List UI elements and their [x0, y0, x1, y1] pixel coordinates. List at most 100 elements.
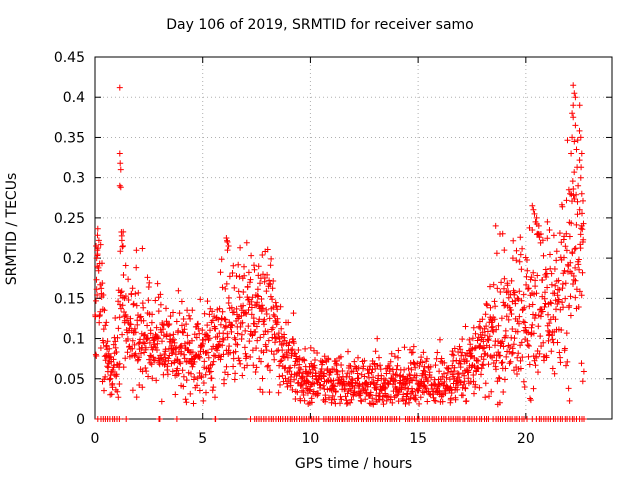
data-point: [274, 319, 281, 326]
data-point: [233, 273, 240, 279]
data-point: [228, 304, 235, 311]
data-point: [290, 310, 297, 317]
data-point: [567, 312, 574, 319]
data-point: [171, 336, 177, 343]
data-point: [424, 398, 431, 405]
data-point: [386, 365, 393, 372]
data-point: [266, 280, 273, 287]
data-point: [578, 164, 585, 171]
data-point: [401, 344, 408, 351]
data-point: [115, 394, 122, 401]
data-point: [277, 381, 283, 388]
data-point: [509, 350, 515, 357]
data-point: [267, 281, 274, 288]
data-point: [367, 363, 374, 370]
y-tick-label: 0: [76, 412, 85, 428]
data-point: [154, 347, 160, 353]
data-point: [544, 235, 551, 242]
data-point: [544, 218, 551, 225]
data-point: [286, 339, 293, 346]
data-point: [567, 293, 574, 300]
data-point: [505, 316, 512, 323]
data-point: [485, 337, 492, 344]
data-point: [179, 367, 186, 374]
data-point: [551, 266, 558, 272]
data-point: [533, 290, 540, 297]
data-point: [532, 277, 539, 284]
data-point: [122, 355, 129, 362]
data-point: [501, 376, 508, 383]
data-point: [470, 324, 477, 331]
data-point: [145, 297, 152, 304]
data-point: [544, 284, 551, 291]
data-point: [231, 284, 238, 291]
data-point: [155, 308, 162, 315]
data-point: [498, 315, 505, 322]
data-point: [224, 247, 231, 254]
data-point: [527, 397, 534, 404]
data-point: [236, 294, 243, 301]
data-point: [476, 344, 483, 350]
data-point: [497, 231, 503, 237]
data-point: [575, 261, 582, 268]
data-point: [556, 349, 563, 356]
data-points: [92, 82, 587, 422]
data-point: [193, 334, 200, 341]
data-point: [529, 202, 536, 209]
data-point: [511, 335, 518, 342]
data-point: [93, 297, 99, 304]
data-point: [355, 364, 362, 371]
data-point: [257, 334, 264, 341]
data-point: [290, 340, 297, 347]
data-point: [245, 323, 252, 330]
data-point: [580, 197, 586, 204]
data-point: [540, 252, 547, 259]
data-point: [503, 353, 510, 360]
data-point: [135, 340, 142, 347]
data-point: [440, 382, 447, 389]
data-point: [171, 339, 178, 346]
data-point: [262, 343, 269, 350]
data-point: [93, 243, 100, 249]
data-point: [125, 276, 132, 283]
data-point: [212, 394, 218, 401]
data-point: [578, 190, 585, 197]
data-point: [259, 305, 266, 312]
data-point: [187, 390, 194, 397]
data-point: [200, 397, 207, 404]
data-point: [493, 326, 500, 333]
data-point: [277, 303, 284, 310]
data-point: [255, 293, 262, 300]
data-point: [169, 342, 175, 349]
data-point: [299, 381, 306, 388]
data-point: [259, 252, 266, 258]
data-point: [116, 84, 123, 91]
data-point: [562, 243, 569, 250]
plot-border: [94, 56, 613, 420]
data-point: [268, 255, 275, 262]
data-point: [246, 338, 253, 345]
data-point: [441, 359, 448, 366]
data-point: [456, 343, 463, 350]
data-point: [120, 243, 126, 249]
data-point: [189, 363, 196, 370]
data-point: [217, 321, 224, 328]
data-point: [254, 299, 261, 306]
data-point: [550, 232, 557, 239]
data-point: [224, 239, 231, 245]
data-point: [498, 360, 505, 366]
data-point: [417, 394, 424, 401]
data-point: [576, 127, 583, 134]
data-point: [508, 277, 515, 284]
data-point: [180, 383, 187, 390]
data-point: [470, 372, 477, 378]
data-point: [377, 366, 384, 373]
data-point: [421, 389, 428, 396]
data-point: [255, 263, 262, 270]
data-point: [572, 264, 579, 271]
data-point: [184, 307, 191, 314]
data-point: [572, 122, 579, 129]
data-point: [245, 307, 252, 313]
data-point: [205, 365, 212, 372]
data-point: [509, 349, 516, 356]
